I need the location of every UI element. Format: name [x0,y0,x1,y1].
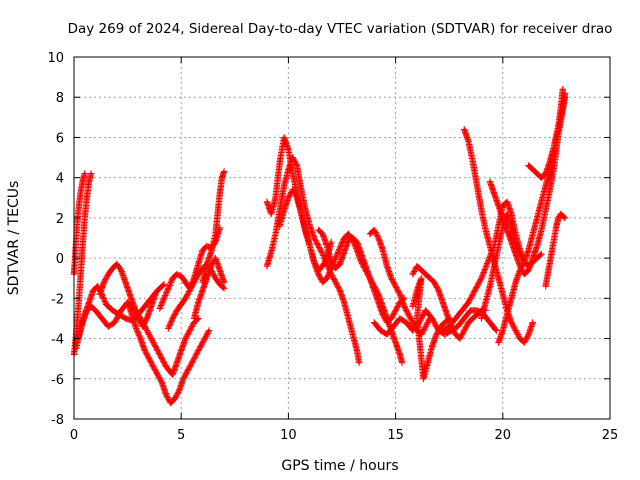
series-s15 [366,226,434,338]
plot-frame [73,56,611,420]
y-tick-label: -8 [51,413,64,428]
y-tick-label: 10 [47,51,64,66]
y-tick-label: 2 [56,212,64,227]
y-tick-label: 6 [56,131,64,146]
series-s6 [124,299,213,407]
series-s8 [156,224,223,312]
data-point-markers [190,254,228,322]
x-tick-label: 0 [70,428,78,443]
series-s24 [525,86,566,181]
series-s12 [263,154,363,366]
data-points [70,86,569,407]
series-s25 [542,210,569,290]
series-s5 [96,260,159,330]
y-tick-label: -4 [51,333,64,348]
data-point-markers [124,299,213,407]
chart-title: Day 269 of 2024, Sidereal Day-to-day VTE… [68,21,613,37]
data-point-markers [96,260,159,330]
x-tick-label: 20 [495,428,512,443]
data-point-markers [409,275,453,382]
x-tick-label: 25 [602,428,619,443]
x-tick-label: 10 [280,428,297,443]
y-tick-label: -2 [51,292,64,307]
data-point-markers [366,226,434,338]
series-s18 [409,275,453,382]
y-tick-label: -6 [51,373,64,388]
series-s10 [190,254,228,322]
series-s14 [315,226,408,326]
y-tick-label: 4 [56,172,64,187]
x-axis-label: GPS time / hours [281,458,398,474]
y-axis-label: SDTVAR / TECUs [6,181,22,296]
data-point-markers [525,86,566,181]
x-tick-label: 15 [387,428,404,443]
data-point-markers [263,154,363,366]
axes: 0 5 10 15 20 25 -8 -6 -4 -2 0 2 4 6 8 10 [47,51,618,443]
data-point-markers [156,224,223,312]
data-point-markers [542,210,569,290]
x-tick-label: 5 [177,428,185,443]
y-tick-label: 8 [56,91,64,106]
y-tick-label: 0 [56,252,64,267]
data-point-markers [315,226,408,326]
